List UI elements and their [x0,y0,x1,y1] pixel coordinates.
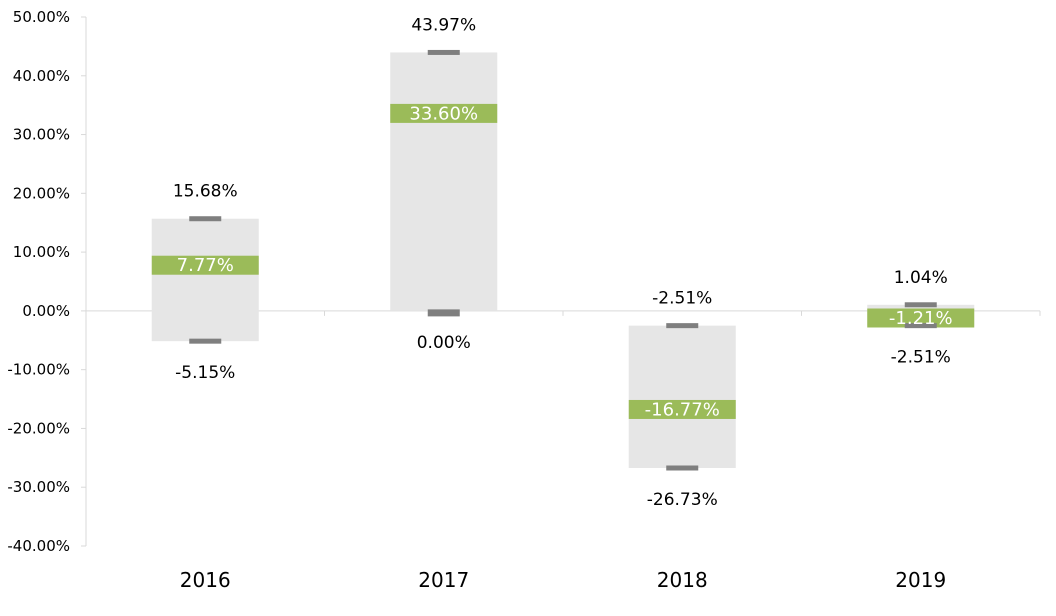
min-marker [666,465,699,471]
range-box [628,325,736,469]
max-label: 15.68% [173,182,238,202]
range-box [390,52,498,311]
median-band [628,399,736,419]
y-axis-ticks: -40.00% -30.00% -20.00% -10.00% 0.00% 10.00% 2… [7,8,86,555]
min-label: -26.73% [647,490,718,510]
median-label: 7.77% [177,255,234,276]
box-2018: -16.77% -2.51% -26.73% [628,289,736,510]
range-box [151,218,259,342]
y-tick-label: 40.00% [13,67,70,85]
min-marker [189,338,222,344]
max-label: 43.97% [411,15,476,35]
min-label: -2.51% [891,348,951,368]
x-axis-categories: 2016 2017 2018 2019 [180,568,946,592]
y-tick-label: 20.00% [13,184,70,202]
boxes: 7.77% 15.68% -5.15% 33.60% 43.97% 0.00% -16.77… [151,15,975,510]
category-label: 2018 [657,568,708,592]
median-label: -1.21% [889,308,953,329]
category-label: 2017 [418,568,469,592]
y-tick-label: 10.00% [13,243,70,261]
max-label: 1.04% [894,268,948,288]
median-label: -16.77% [645,399,720,420]
box-2019: -1.21% 1.04% -2.51% [867,268,975,368]
max-marker [189,216,222,222]
max-marker [666,323,699,329]
min-marker [904,323,937,329]
y-tick-label: 0.00% [22,302,70,320]
y-tick-label: -10.00% [7,361,70,379]
min-label: 0.00% [417,333,471,353]
category-label: 2016 [180,568,231,592]
category-label: 2019 [895,568,946,592]
y-tick-label: 50.00% [13,8,70,26]
median-band [390,103,498,123]
median-band [151,255,259,275]
box-2017: 33.60% 43.97% 0.00% [390,15,498,353]
y-tick-label: 30.00% [13,126,70,144]
box-2016: 7.77% 15.68% -5.15% [151,182,259,383]
y-tick-label: -30.00% [7,478,70,496]
max-marker [427,49,460,55]
min-marker [427,309,460,317]
y-tick-label: -40.00% [7,537,70,555]
y-tick-label: -20.00% [7,419,70,437]
min-label: -5.15% [175,363,235,383]
median-label: 33.60% [409,103,478,124]
max-label: -2.51% [652,289,712,309]
max-marker [904,302,937,308]
median-band [867,308,975,328]
